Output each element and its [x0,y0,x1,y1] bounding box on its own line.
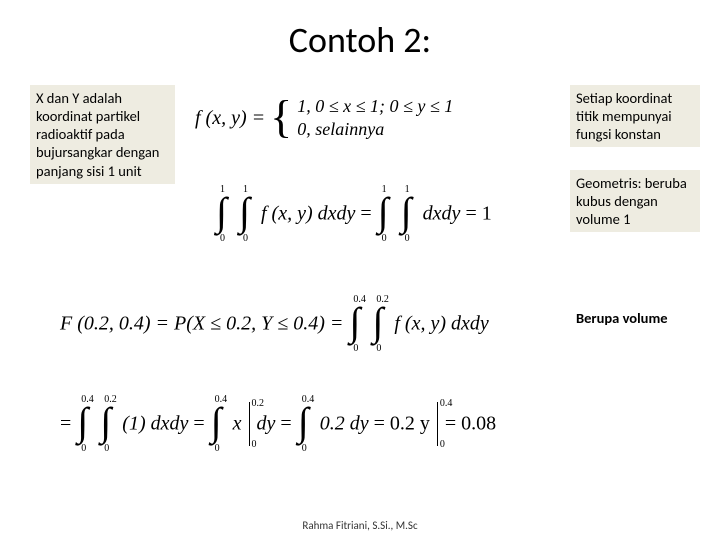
integral-icon: 1 ∫ 0 [401,190,417,238]
eq4-x: x [233,413,242,435]
integral-icon: 0.2 ∫ 0 [372,300,388,348]
caption-right-1: Setiap koordinat titik mempunyai fungsi … [570,85,700,147]
equation-pdf-definition: f (x, y) = { 1, 0 ≤ x ≤ 1; 0 ≤ y ≤ 1 0, … [195,95,453,142]
eq1-case2: 0, selainnya [297,118,453,141]
eq3-rhs: f (x, y) dxdy [394,313,488,335]
eq2-integrand-2: dxdy [423,203,461,225]
eq4-pre: = [60,413,76,435]
eq4-result: = 0.08 [445,413,496,435]
eval-bar-icon: 0.2 0 [249,402,250,446]
integral-icon: 1 ∫ 0 [239,190,255,238]
caption-right-3: Berupa volume [570,305,700,331]
integral-icon: 0.4 ∫ 0 [298,400,314,448]
eq4-eq2: = [280,413,296,435]
eq3-lhs: F (0.2, 0.4) = P(X ≤ 0.2, Y ≤ 0.4) = [60,313,348,335]
slide-title: Contoh 2: [30,18,690,62]
caption-left: X dan Y adalah koordinat partikel radioa… [30,85,175,184]
integral-icon: 1 ∫ 0 [216,190,232,238]
eq4-eq3: = 0.2 y [374,413,430,435]
eq4-eq1: = [193,413,209,435]
eq2-integrand-1: f (x, y) dxdy [261,203,355,225]
brace-icon: { [270,96,292,137]
equation-normalization: 1 ∫ 0 1 ∫ 0 f (x, y) dxdy = 1 ∫ 0 1 ∫ 0 … [215,190,492,238]
caption-right-2: Geometris: beruba kubus dengan volume 1 [570,170,700,232]
eq4-seg2: 0.2 dy [320,413,369,435]
integral-icon: 0.4 ∫ 0 [77,400,93,448]
eq4-dy: dy [257,413,276,435]
eq2-result: = 1 [465,203,491,225]
eq2-equals: = [360,203,376,225]
equation-evaluation: = 0.4 ∫ 0 0.2 ∫ 0 (1) dxdy = 0.4 ∫ 0 x 0… [60,400,496,448]
eq4-seg1: (1) dxdy [122,413,188,435]
slide: Contoh 2: X dan Y adalah koordinat parti… [0,0,720,540]
integral-icon: 0.4 ∫ 0 [349,300,365,348]
equation-cdf: F (0.2, 0.4) = P(X ≤ 0.2, Y ≤ 0.4) = 0.4… [60,300,489,348]
eval-bar-icon: 0.4 0 [437,402,438,446]
integral-icon: 0.4 ∫ 0 [211,400,227,448]
footer-author: Rahma Fitriani, S.Si., M.Sc [0,519,720,532]
eq1-case1: 1, 0 ≤ x ≤ 1; 0 ≤ y ≤ 1 [297,95,453,118]
eq1-lhs: f (x, y) = [195,107,270,129]
integral-icon: 0.2 ∫ 0 [100,400,116,448]
integral-icon: 1 ∫ 0 [378,190,394,238]
